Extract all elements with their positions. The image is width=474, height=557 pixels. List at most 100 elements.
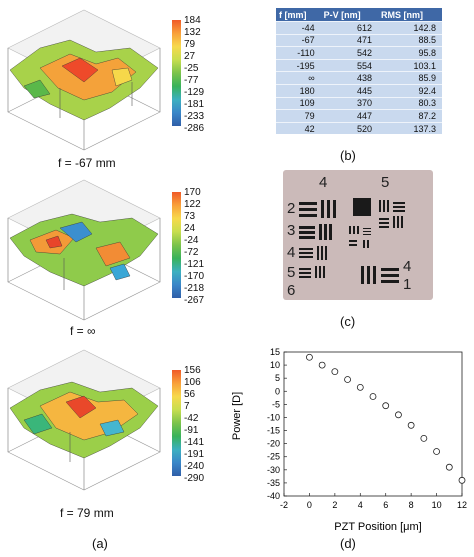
element-number: 5 bbox=[287, 264, 296, 281]
colorbar-tick: -91 bbox=[184, 425, 199, 436]
data-point bbox=[331, 368, 339, 376]
y-axis-label: Power [D] bbox=[231, 392, 243, 440]
y-tick-label: -10 bbox=[267, 412, 280, 422]
cell-rms: 95.8 bbox=[377, 46, 442, 60]
colorbar-tick: -72 bbox=[184, 247, 199, 258]
target-bar bbox=[349, 244, 357, 246]
element-number: 6 bbox=[287, 282, 296, 299]
data-point bbox=[369, 393, 377, 400]
surface-plot-1 bbox=[0, 8, 168, 160]
target-bar bbox=[299, 276, 311, 278]
target-bar bbox=[393, 216, 395, 228]
target-bar bbox=[321, 246, 323, 260]
target-bar bbox=[299, 268, 311, 270]
target-bar bbox=[393, 210, 405, 212]
cell-pv: 370 bbox=[320, 96, 378, 110]
target-bar bbox=[299, 248, 313, 250]
cell-rms: 85.9 bbox=[377, 71, 442, 85]
colorbar-tick: -286 bbox=[184, 123, 205, 134]
panel-c-label: (c) bbox=[340, 314, 356, 329]
cell-f: -44 bbox=[276, 21, 321, 35]
target-bar bbox=[379, 218, 389, 220]
col-header-f: f [mm] bbox=[276, 8, 321, 22]
surface-plot-2-graphic bbox=[7, 179, 161, 321]
data-point bbox=[382, 402, 390, 410]
colorbar-tick: 24 bbox=[184, 223, 196, 234]
target-bar bbox=[393, 206, 405, 208]
colorbar-tick: 156 bbox=[184, 365, 201, 376]
target-bar bbox=[327, 200, 330, 218]
table-row: -195 554 103.1 bbox=[276, 58, 442, 72]
x-tick-label: 6 bbox=[383, 500, 388, 510]
group-number: 5 bbox=[381, 174, 390, 191]
target-bar bbox=[299, 208, 317, 211]
panel-d-label: (d) bbox=[340, 536, 356, 551]
target-bar bbox=[299, 214, 317, 217]
cell-pv: 612 bbox=[320, 21, 378, 35]
table-row: ∞ 438 85.9 bbox=[276, 71, 442, 85]
cell-rms: 87.2 bbox=[377, 109, 442, 123]
target-bar bbox=[299, 252, 313, 254]
surface-plot-3-graphic bbox=[7, 349, 161, 491]
data-point bbox=[306, 353, 313, 361]
target-bar bbox=[317, 246, 319, 260]
target-bar bbox=[379, 222, 389, 224]
data-point bbox=[395, 411, 402, 419]
element-number: 1 bbox=[403, 276, 412, 293]
colorbar-tick: -42 bbox=[184, 413, 199, 424]
cell-pv: 520 bbox=[320, 121, 378, 135]
y-tick-label: 0 bbox=[275, 386, 280, 396]
cell-rms: 142.8 bbox=[377, 21, 442, 35]
element-number: 3 bbox=[287, 222, 296, 239]
colorbar-tick: 106 bbox=[184, 377, 201, 388]
y-tick-label: 10 bbox=[270, 360, 280, 370]
element-number: 4 bbox=[287, 244, 296, 261]
surface-plot-3 bbox=[0, 348, 168, 500]
data-point bbox=[445, 463, 453, 471]
data-point bbox=[318, 361, 326, 369]
target-bar bbox=[361, 266, 364, 284]
target-bar bbox=[349, 226, 351, 234]
surface-plot-1-graphic bbox=[7, 9, 161, 151]
target-bar bbox=[373, 266, 376, 284]
surface-plot-2-caption: f = ∞ bbox=[70, 324, 96, 338]
cell-pv: 438 bbox=[320, 71, 378, 85]
colorbar-tick: -267 bbox=[184, 295, 205, 306]
data-point bbox=[344, 376, 351, 383]
colorbar-tick: 132 bbox=[184, 27, 201, 38]
cell-f: -195 bbox=[276, 58, 321, 72]
colorbar-tick: -77 bbox=[184, 75, 199, 86]
colorbar-tick: -121 bbox=[184, 259, 205, 270]
y-tick-label: -5 bbox=[272, 399, 280, 409]
colorbar-3 bbox=[172, 370, 181, 476]
power-vs-pzt-chart: -2 0 2 4 6 8 10 12 -40 -35 -30 -25 -20 -15 -10 -5 0 5 10 15… bbox=[228, 344, 472, 534]
cell-f: -110 bbox=[276, 46, 321, 60]
target-bar bbox=[299, 256, 313, 258]
target-bar bbox=[381, 274, 399, 277]
colorbar-tick: 184 bbox=[184, 15, 201, 26]
colorbar-2 bbox=[172, 192, 181, 298]
target-bar bbox=[299, 272, 311, 274]
target-bar bbox=[299, 231, 315, 234]
table-row: 42 520 137.3 bbox=[276, 121, 442, 135]
cell-rms: 137.3 bbox=[377, 121, 442, 135]
colorbar-tick: 7 bbox=[184, 401, 190, 412]
colorbar-tick: -24 bbox=[184, 235, 199, 246]
target-bar bbox=[321, 200, 324, 218]
data-point bbox=[433, 448, 440, 455]
colorbar-tick: -218 bbox=[184, 283, 205, 294]
cell-f: 109 bbox=[276, 96, 321, 110]
col-header-rms: RMS [nm] bbox=[377, 8, 442, 22]
x-tick-label: -2 bbox=[280, 500, 288, 510]
target-bar bbox=[363, 228, 371, 229]
x-tick-label: 4 bbox=[358, 500, 363, 510]
target-bar bbox=[319, 266, 321, 278]
target-bar bbox=[379, 226, 389, 228]
cell-f: -67 bbox=[276, 33, 321, 47]
target-bar bbox=[367, 240, 369, 248]
x-tick-label: 12 bbox=[457, 500, 467, 510]
target-bar bbox=[363, 231, 371, 232]
colorbar-tick: 27 bbox=[184, 51, 196, 62]
cell-pv: 471 bbox=[320, 33, 378, 47]
colorbar-tick: 56 bbox=[184, 389, 196, 400]
